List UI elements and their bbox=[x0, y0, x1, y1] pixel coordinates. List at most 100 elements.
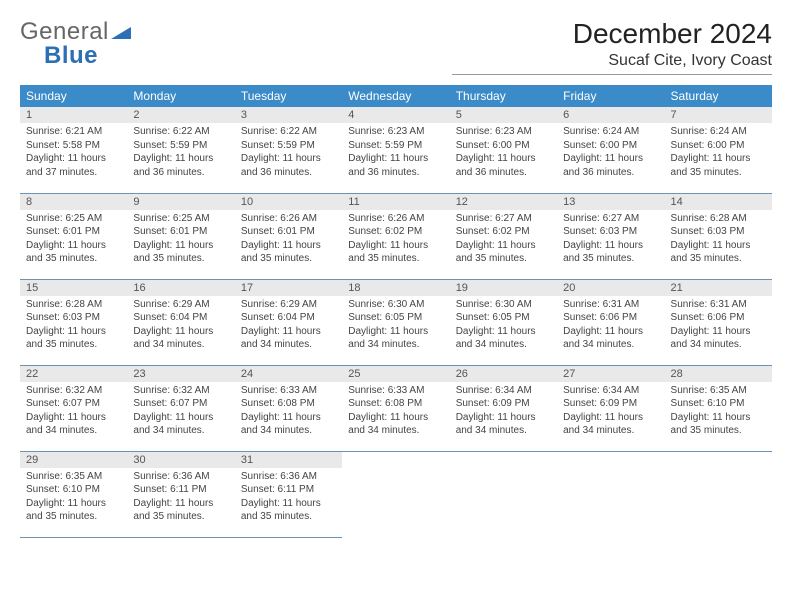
day-number: 19 bbox=[450, 280, 557, 296]
daylight-text: Daylight: 11 hours and 35 minutes. bbox=[26, 239, 121, 266]
day-body: Sunrise: 6:31 AMSunset: 6:06 PMDaylight:… bbox=[557, 296, 664, 356]
day-body: Sunrise: 6:32 AMSunset: 6:07 PMDaylight:… bbox=[20, 382, 127, 442]
day-body: Sunrise: 6:29 AMSunset: 6:04 PMDaylight:… bbox=[127, 296, 234, 356]
sunrise-text: Sunrise: 6:24 AM bbox=[563, 125, 658, 139]
sunrise-text: Sunrise: 6:29 AM bbox=[133, 298, 228, 312]
daylight-text: Daylight: 11 hours and 34 minutes. bbox=[241, 411, 336, 438]
calendar-day-cell: 22Sunrise: 6:32 AMSunset: 6:07 PMDayligh… bbox=[20, 365, 127, 451]
sunrise-text: Sunrise: 6:33 AM bbox=[348, 384, 443, 398]
calendar-day-cell: 13Sunrise: 6:27 AMSunset: 6:03 PMDayligh… bbox=[557, 193, 664, 279]
calendar-day-cell: 9Sunrise: 6:25 AMSunset: 6:01 PMDaylight… bbox=[127, 193, 234, 279]
daylight-text: Daylight: 11 hours and 34 minutes. bbox=[671, 325, 766, 352]
calendar-day-cell: 10Sunrise: 6:26 AMSunset: 6:01 PMDayligh… bbox=[235, 193, 342, 279]
sunset-text: Sunset: 6:06 PM bbox=[563, 311, 658, 325]
sunrise-text: Sunrise: 6:32 AM bbox=[26, 384, 121, 398]
calendar-day-cell: 27Sunrise: 6:34 AMSunset: 6:09 PMDayligh… bbox=[557, 365, 664, 451]
logo-triangle-icon bbox=[111, 18, 131, 46]
day-number: 21 bbox=[665, 280, 772, 296]
day-number: 10 bbox=[235, 194, 342, 210]
calendar-day-cell: 3Sunrise: 6:22 AMSunset: 5:59 PMDaylight… bbox=[235, 107, 342, 193]
calendar-day-cell bbox=[557, 451, 664, 537]
day-body: Sunrise: 6:30 AMSunset: 6:05 PMDaylight:… bbox=[342, 296, 449, 356]
calendar-day-cell: 14Sunrise: 6:28 AMSunset: 6:03 PMDayligh… bbox=[665, 193, 772, 279]
daylight-text: Daylight: 11 hours and 34 minutes. bbox=[563, 325, 658, 352]
daylight-text: Daylight: 11 hours and 34 minutes. bbox=[456, 411, 551, 438]
calendar-day-cell: 17Sunrise: 6:29 AMSunset: 6:04 PMDayligh… bbox=[235, 279, 342, 365]
sunrise-text: Sunrise: 6:28 AM bbox=[671, 212, 766, 226]
sunset-text: Sunset: 6:08 PM bbox=[241, 397, 336, 411]
sunset-text: Sunset: 6:00 PM bbox=[563, 139, 658, 153]
calendar-day-cell: 12Sunrise: 6:27 AMSunset: 6:02 PMDayligh… bbox=[450, 193, 557, 279]
calendar-week-row: 29Sunrise: 6:35 AMSunset: 6:10 PMDayligh… bbox=[20, 451, 772, 537]
weekday-header-row: Sunday Monday Tuesday Wednesday Thursday… bbox=[20, 85, 772, 107]
day-body: Sunrise: 6:31 AMSunset: 6:06 PMDaylight:… bbox=[665, 296, 772, 356]
sunset-text: Sunset: 6:01 PM bbox=[133, 225, 228, 239]
day-number: 16 bbox=[127, 280, 234, 296]
sunset-text: Sunset: 6:10 PM bbox=[26, 483, 121, 497]
sunrise-text: Sunrise: 6:27 AM bbox=[456, 212, 551, 226]
weekday-header: Friday bbox=[557, 85, 664, 107]
sunrise-text: Sunrise: 6:24 AM bbox=[671, 125, 766, 139]
daylight-text: Daylight: 11 hours and 36 minutes. bbox=[456, 152, 551, 179]
sunrise-text: Sunrise: 6:31 AM bbox=[563, 298, 658, 312]
sunset-text: Sunset: 6:05 PM bbox=[456, 311, 551, 325]
sunrise-text: Sunrise: 6:22 AM bbox=[241, 125, 336, 139]
daylight-text: Daylight: 11 hours and 35 minutes. bbox=[348, 239, 443, 266]
sunrise-text: Sunrise: 6:30 AM bbox=[456, 298, 551, 312]
daylight-text: Daylight: 11 hours and 35 minutes. bbox=[241, 239, 336, 266]
sunset-text: Sunset: 6:01 PM bbox=[26, 225, 121, 239]
sunrise-text: Sunrise: 6:30 AM bbox=[348, 298, 443, 312]
sunrise-text: Sunrise: 6:26 AM bbox=[348, 212, 443, 226]
sunrise-text: Sunrise: 6:22 AM bbox=[133, 125, 228, 139]
calendar-day-cell: 5Sunrise: 6:23 AMSunset: 6:00 PMDaylight… bbox=[450, 107, 557, 193]
day-number: 27 bbox=[557, 366, 664, 382]
calendar-day-cell: 26Sunrise: 6:34 AMSunset: 6:09 PMDayligh… bbox=[450, 365, 557, 451]
day-body: Sunrise: 6:36 AMSunset: 6:11 PMDaylight:… bbox=[127, 468, 234, 528]
day-number: 5 bbox=[450, 107, 557, 123]
day-body: Sunrise: 6:36 AMSunset: 6:11 PMDaylight:… bbox=[235, 468, 342, 528]
day-number: 12 bbox=[450, 194, 557, 210]
day-body: Sunrise: 6:27 AMSunset: 6:03 PMDaylight:… bbox=[557, 210, 664, 270]
sunset-text: Sunset: 6:03 PM bbox=[563, 225, 658, 239]
calendar-day-cell: 30Sunrise: 6:36 AMSunset: 6:11 PMDayligh… bbox=[127, 451, 234, 537]
sunrise-text: Sunrise: 6:31 AM bbox=[671, 298, 766, 312]
calendar-day-cell: 25Sunrise: 6:33 AMSunset: 6:08 PMDayligh… bbox=[342, 365, 449, 451]
sunrise-text: Sunrise: 6:35 AM bbox=[26, 470, 121, 484]
sunrise-text: Sunrise: 6:28 AM bbox=[26, 298, 121, 312]
sunset-text: Sunset: 6:02 PM bbox=[348, 225, 443, 239]
weekday-header: Wednesday bbox=[342, 85, 449, 107]
day-body: Sunrise: 6:29 AMSunset: 6:04 PMDaylight:… bbox=[235, 296, 342, 356]
sunrise-text: Sunrise: 6:36 AM bbox=[133, 470, 228, 484]
sunset-text: Sunset: 6:11 PM bbox=[241, 483, 336, 497]
calendar-day-cell: 18Sunrise: 6:30 AMSunset: 6:05 PMDayligh… bbox=[342, 279, 449, 365]
day-body: Sunrise: 6:30 AMSunset: 6:05 PMDaylight:… bbox=[450, 296, 557, 356]
day-number: 13 bbox=[557, 194, 664, 210]
calendar-day-cell: 19Sunrise: 6:30 AMSunset: 6:05 PMDayligh… bbox=[450, 279, 557, 365]
sunset-text: Sunset: 6:03 PM bbox=[26, 311, 121, 325]
calendar-day-cell: 15Sunrise: 6:28 AMSunset: 6:03 PMDayligh… bbox=[20, 279, 127, 365]
day-number: 22 bbox=[20, 366, 127, 382]
sunrise-text: Sunrise: 6:29 AM bbox=[241, 298, 336, 312]
day-body: Sunrise: 6:28 AMSunset: 6:03 PMDaylight:… bbox=[665, 210, 772, 270]
calendar-day-cell: 1Sunrise: 6:21 AMSunset: 5:58 PMDaylight… bbox=[20, 107, 127, 193]
day-body: Sunrise: 6:26 AMSunset: 6:02 PMDaylight:… bbox=[342, 210, 449, 270]
logo: General Blue bbox=[20, 18, 131, 70]
day-number: 24 bbox=[235, 366, 342, 382]
day-number: 8 bbox=[20, 194, 127, 210]
daylight-text: Daylight: 11 hours and 35 minutes. bbox=[133, 497, 228, 524]
daylight-text: Daylight: 11 hours and 34 minutes. bbox=[348, 411, 443, 438]
daylight-text: Daylight: 11 hours and 35 minutes. bbox=[133, 239, 228, 266]
sunrise-text: Sunrise: 6:23 AM bbox=[456, 125, 551, 139]
sunrise-text: Sunrise: 6:27 AM bbox=[563, 212, 658, 226]
sunset-text: Sunset: 6:05 PM bbox=[348, 311, 443, 325]
sunset-text: Sunset: 6:03 PM bbox=[671, 225, 766, 239]
daylight-text: Daylight: 11 hours and 36 minutes. bbox=[563, 152, 658, 179]
day-number: 28 bbox=[665, 366, 772, 382]
weekday-header: Sunday bbox=[20, 85, 127, 107]
calendar-week-row: 22Sunrise: 6:32 AMSunset: 6:07 PMDayligh… bbox=[20, 365, 772, 451]
sunset-text: Sunset: 6:07 PM bbox=[26, 397, 121, 411]
calendar-day-cell: 16Sunrise: 6:29 AMSunset: 6:04 PMDayligh… bbox=[127, 279, 234, 365]
day-number: 9 bbox=[127, 194, 234, 210]
day-body: Sunrise: 6:33 AMSunset: 6:08 PMDaylight:… bbox=[342, 382, 449, 442]
sunset-text: Sunset: 6:08 PM bbox=[348, 397, 443, 411]
